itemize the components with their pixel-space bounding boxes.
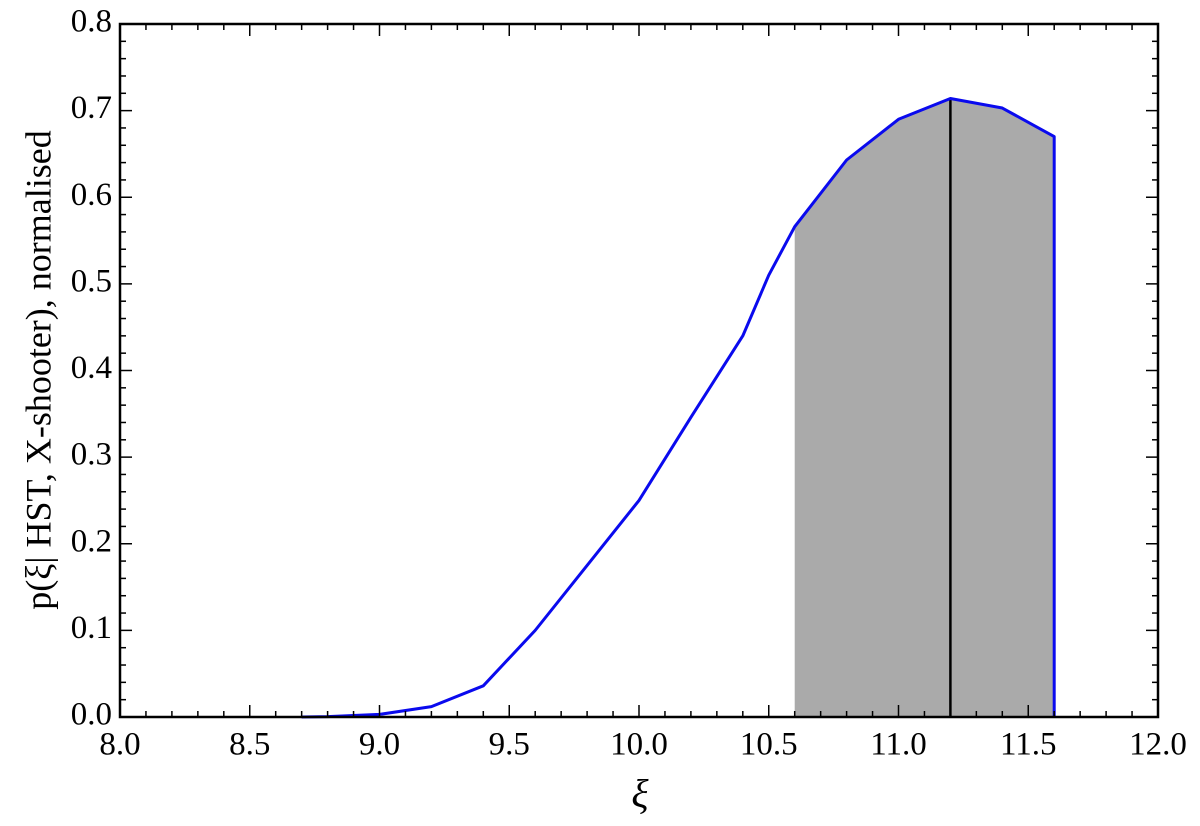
y-axis-label: p(ξ| HST, X-shooter), normalised	[18, 130, 58, 610]
x-axis-label: ξ	[631, 771, 649, 816]
y-tick-label: 0.0	[71, 697, 112, 733]
y-tick-label: 0.8	[71, 4, 112, 40]
x-tick-label: 11.5	[1000, 727, 1057, 763]
y-tick-label: 0.6	[71, 177, 112, 213]
x-tick-label: 8.0	[99, 727, 140, 763]
x-tick-label: 10.5	[740, 727, 798, 763]
shaded-region	[794, 98, 1055, 717]
y-tick-label: 0.3	[71, 437, 112, 473]
x-tick-label: 12.0	[1129, 727, 1187, 763]
y-tick-label: 0.5	[71, 263, 112, 299]
y-tick-label: 0.4	[71, 350, 112, 386]
y-tick-label: 0.2	[71, 523, 112, 559]
y-tick-label: 0.1	[71, 610, 112, 646]
x-tick-label: 8.5	[229, 727, 270, 763]
curve	[301, 96, 1056, 719]
y-tick-label: 0.7	[71, 90, 112, 126]
x-tick-label: 10.0	[610, 727, 668, 763]
x-tick-label: 9.5	[489, 727, 530, 763]
x-tick-label: 9.0	[359, 727, 400, 763]
x-tick-label: 11.0	[870, 727, 927, 763]
